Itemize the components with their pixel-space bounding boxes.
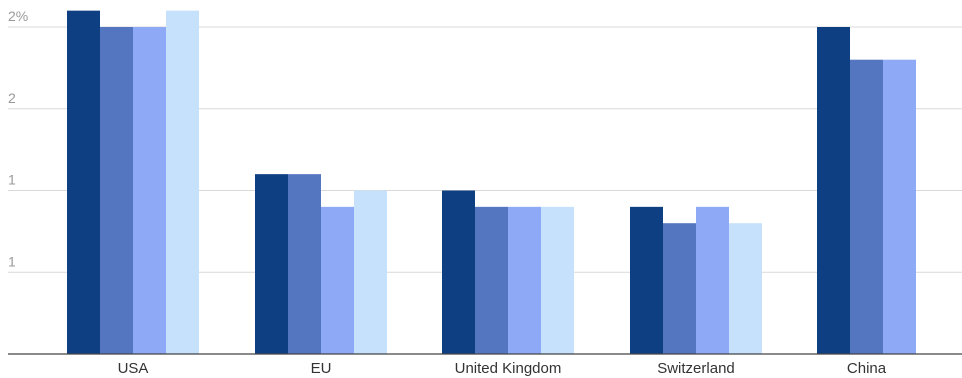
bar xyxy=(288,174,321,354)
bar xyxy=(67,10,100,355)
y-tick-label: 2% xyxy=(8,8,28,24)
y-tick-label: 2 xyxy=(8,90,16,106)
bar xyxy=(321,206,354,354)
bar xyxy=(883,59,916,354)
bar xyxy=(850,59,883,354)
bar xyxy=(630,206,663,354)
y-tick-label: 1 xyxy=(8,172,16,188)
bar xyxy=(442,190,475,354)
x-category-label: China xyxy=(847,360,887,377)
bar xyxy=(663,223,696,354)
y-axis-ticks: 1 1 2 2% xyxy=(8,8,28,269)
bar xyxy=(100,27,133,354)
bar xyxy=(166,10,199,355)
x-category-label: United Kingdom xyxy=(455,360,562,377)
bars xyxy=(67,10,916,355)
bar xyxy=(696,206,729,354)
bar xyxy=(508,206,541,354)
bar xyxy=(255,174,288,354)
bar xyxy=(475,206,508,354)
x-category-label: USA xyxy=(118,360,149,377)
bar xyxy=(817,27,850,354)
bar xyxy=(729,223,762,354)
y-tick-label: 1 xyxy=(8,253,16,269)
bar xyxy=(354,190,387,354)
x-category-label: EU xyxy=(311,360,332,377)
bar xyxy=(133,27,166,354)
bar xyxy=(541,206,574,354)
x-category-label: Switzerland xyxy=(657,360,735,377)
x-axis-categories: USA EU United Kingdom Switzerland China xyxy=(118,360,887,377)
